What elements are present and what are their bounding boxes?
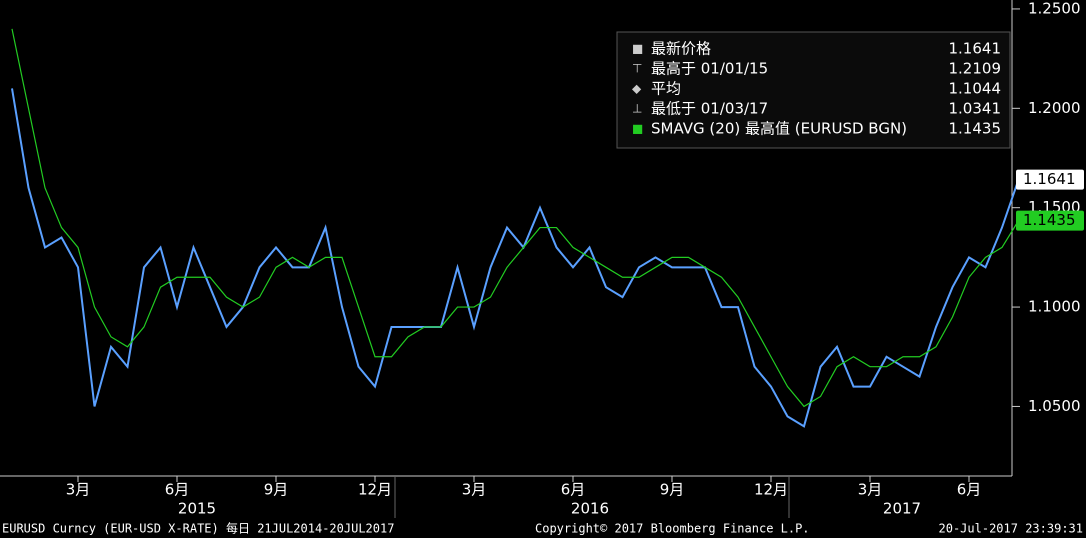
- x-tick-label: 6月: [561, 481, 586, 499]
- x-tick-label: 12月: [358, 481, 392, 499]
- plot: [11, 28, 1020, 428]
- legend-icon: ■: [632, 42, 643, 56]
- y-tick-label: 1.1000: [1028, 298, 1081, 316]
- legend-label: 最低于 01/03/17: [651, 100, 768, 118]
- footer-center: Copyright© 2017 Bloomberg Finance L.P.: [535, 522, 810, 536]
- legend-icon: ⊤: [632, 62, 642, 76]
- legend-label: SMAVG (20) 最高值 (EURUSD BGN): [651, 120, 907, 138]
- year-label: 2017: [883, 500, 921, 518]
- legend-icon: ⊥: [632, 102, 642, 116]
- legend-label: 最新价格: [651, 40, 711, 58]
- y-tick-label: 1.2500: [1028, 0, 1081, 17]
- legend-icon: ◆: [632, 82, 642, 96]
- x-tick-label: 9月: [264, 481, 289, 499]
- sma-tag: [1016, 210, 1084, 231]
- x-tick-label: 3月: [858, 481, 883, 499]
- x-tick-label: 9月: [660, 481, 685, 499]
- sma-label: 1.1435: [1023, 211, 1076, 229]
- x-tick-label: 12月: [754, 481, 788, 499]
- legend-value: 1.1044: [949, 80, 1002, 98]
- year-label: 2016: [571, 500, 609, 518]
- footer-left: EURUSD Curncy (EUR-USD X-RATE) 每日 21JUL2…: [2, 521, 394, 536]
- legend-value: 1.1641: [949, 40, 1002, 58]
- y-tick-label: 1.0500: [1028, 397, 1081, 415]
- y-tick-label: 1.2000: [1028, 99, 1081, 117]
- footer-right: 20-Jul-2017 23:39:31: [939, 522, 1084, 536]
- legend-value: 1.2109: [949, 60, 1002, 78]
- year-label: 2015: [178, 500, 216, 518]
- x-tick-label: 6月: [957, 481, 982, 499]
- legend-value: 1.0341: [949, 100, 1002, 118]
- legend-box: [616, 31, 1011, 149]
- legend: ■ 最新价格 1.1641 ⊤ 最高于 01/01/15 1.2109 ◆ 平均 1.1044 ⊥…: [632, 40, 1001, 138]
- legend-label: 平均: [651, 80, 681, 98]
- series-line: [11, 88, 1020, 428]
- x-tick-label: 6月: [165, 481, 190, 499]
- series-line: [11, 28, 1020, 408]
- x-tick-label: 3月: [66, 481, 91, 499]
- legend-icon: ■: [632, 122, 643, 136]
- last-price-tag: [1016, 169, 1084, 190]
- last-price-label: 1.1641: [1023, 170, 1076, 188]
- legend-value: 1.1435: [949, 120, 1002, 138]
- legend-label: 最高于 01/01/15: [651, 60, 768, 78]
- x-tick-label: 3月: [462, 481, 487, 499]
